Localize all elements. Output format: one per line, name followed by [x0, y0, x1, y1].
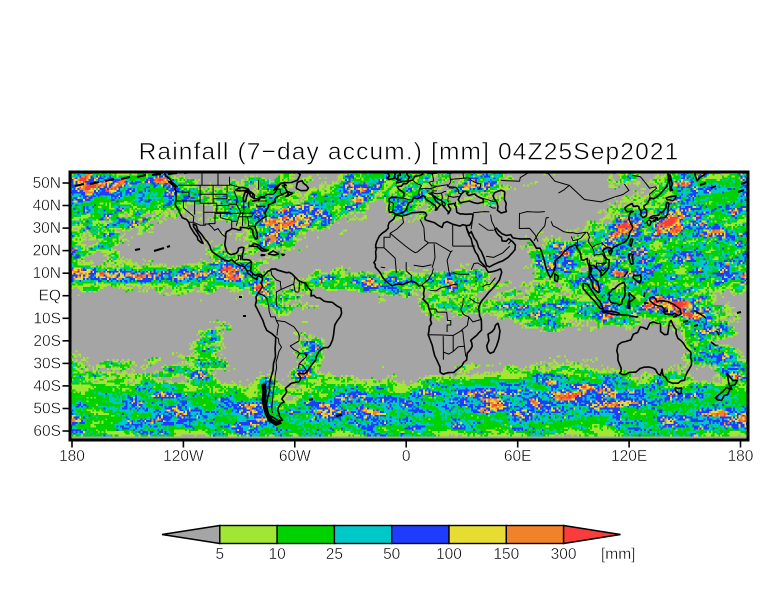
svg-text:40S: 40S [33, 378, 61, 395]
svg-text:[mm]: [mm] [601, 546, 635, 563]
svg-text:Rainfall (7−day accum.) [mm] 0: Rainfall (7−day accum.) [mm] 04Z25Sep202… [139, 139, 680, 166]
svg-text:EQ: EQ [39, 288, 61, 305]
svg-text:40N: 40N [33, 198, 61, 215]
svg-text:150: 150 [493, 546, 519, 563]
svg-text:30N: 30N [33, 220, 61, 237]
svg-text:180: 180 [728, 448, 754, 465]
svg-text:60W: 60W [279, 448, 311, 465]
svg-text:20S: 20S [33, 333, 61, 350]
svg-text:Rainfall (7−day accum.) [mm] 0: Rainfall (7−day accum.) [mm] 04Z25Sep202… [139, 139, 680, 166]
svg-text:180: 180 [59, 448, 85, 465]
svg-text:50: 50 [383, 546, 401, 563]
svg-text:50S: 50S [33, 401, 61, 418]
svg-text:10S: 10S [33, 310, 61, 327]
svg-text:60S: 60S [33, 423, 61, 440]
svg-text:60E: 60E [504, 448, 532, 465]
svg-text:120W: 120W [163, 448, 204, 465]
svg-text:30S: 30S [33, 355, 61, 372]
svg-text:10N: 10N [33, 265, 61, 282]
svg-text:50N: 50N [33, 175, 61, 192]
svg-text:20N: 20N [33, 243, 61, 260]
svg-text:10: 10 [268, 546, 286, 563]
svg-text:120E: 120E [611, 448, 647, 465]
svg-text:100: 100 [436, 546, 462, 563]
svg-text:0: 0 [402, 448, 411, 465]
svg-text:5: 5 [215, 546, 224, 563]
svg-text:25: 25 [326, 546, 343, 563]
svg-text:300: 300 [551, 546, 577, 563]
